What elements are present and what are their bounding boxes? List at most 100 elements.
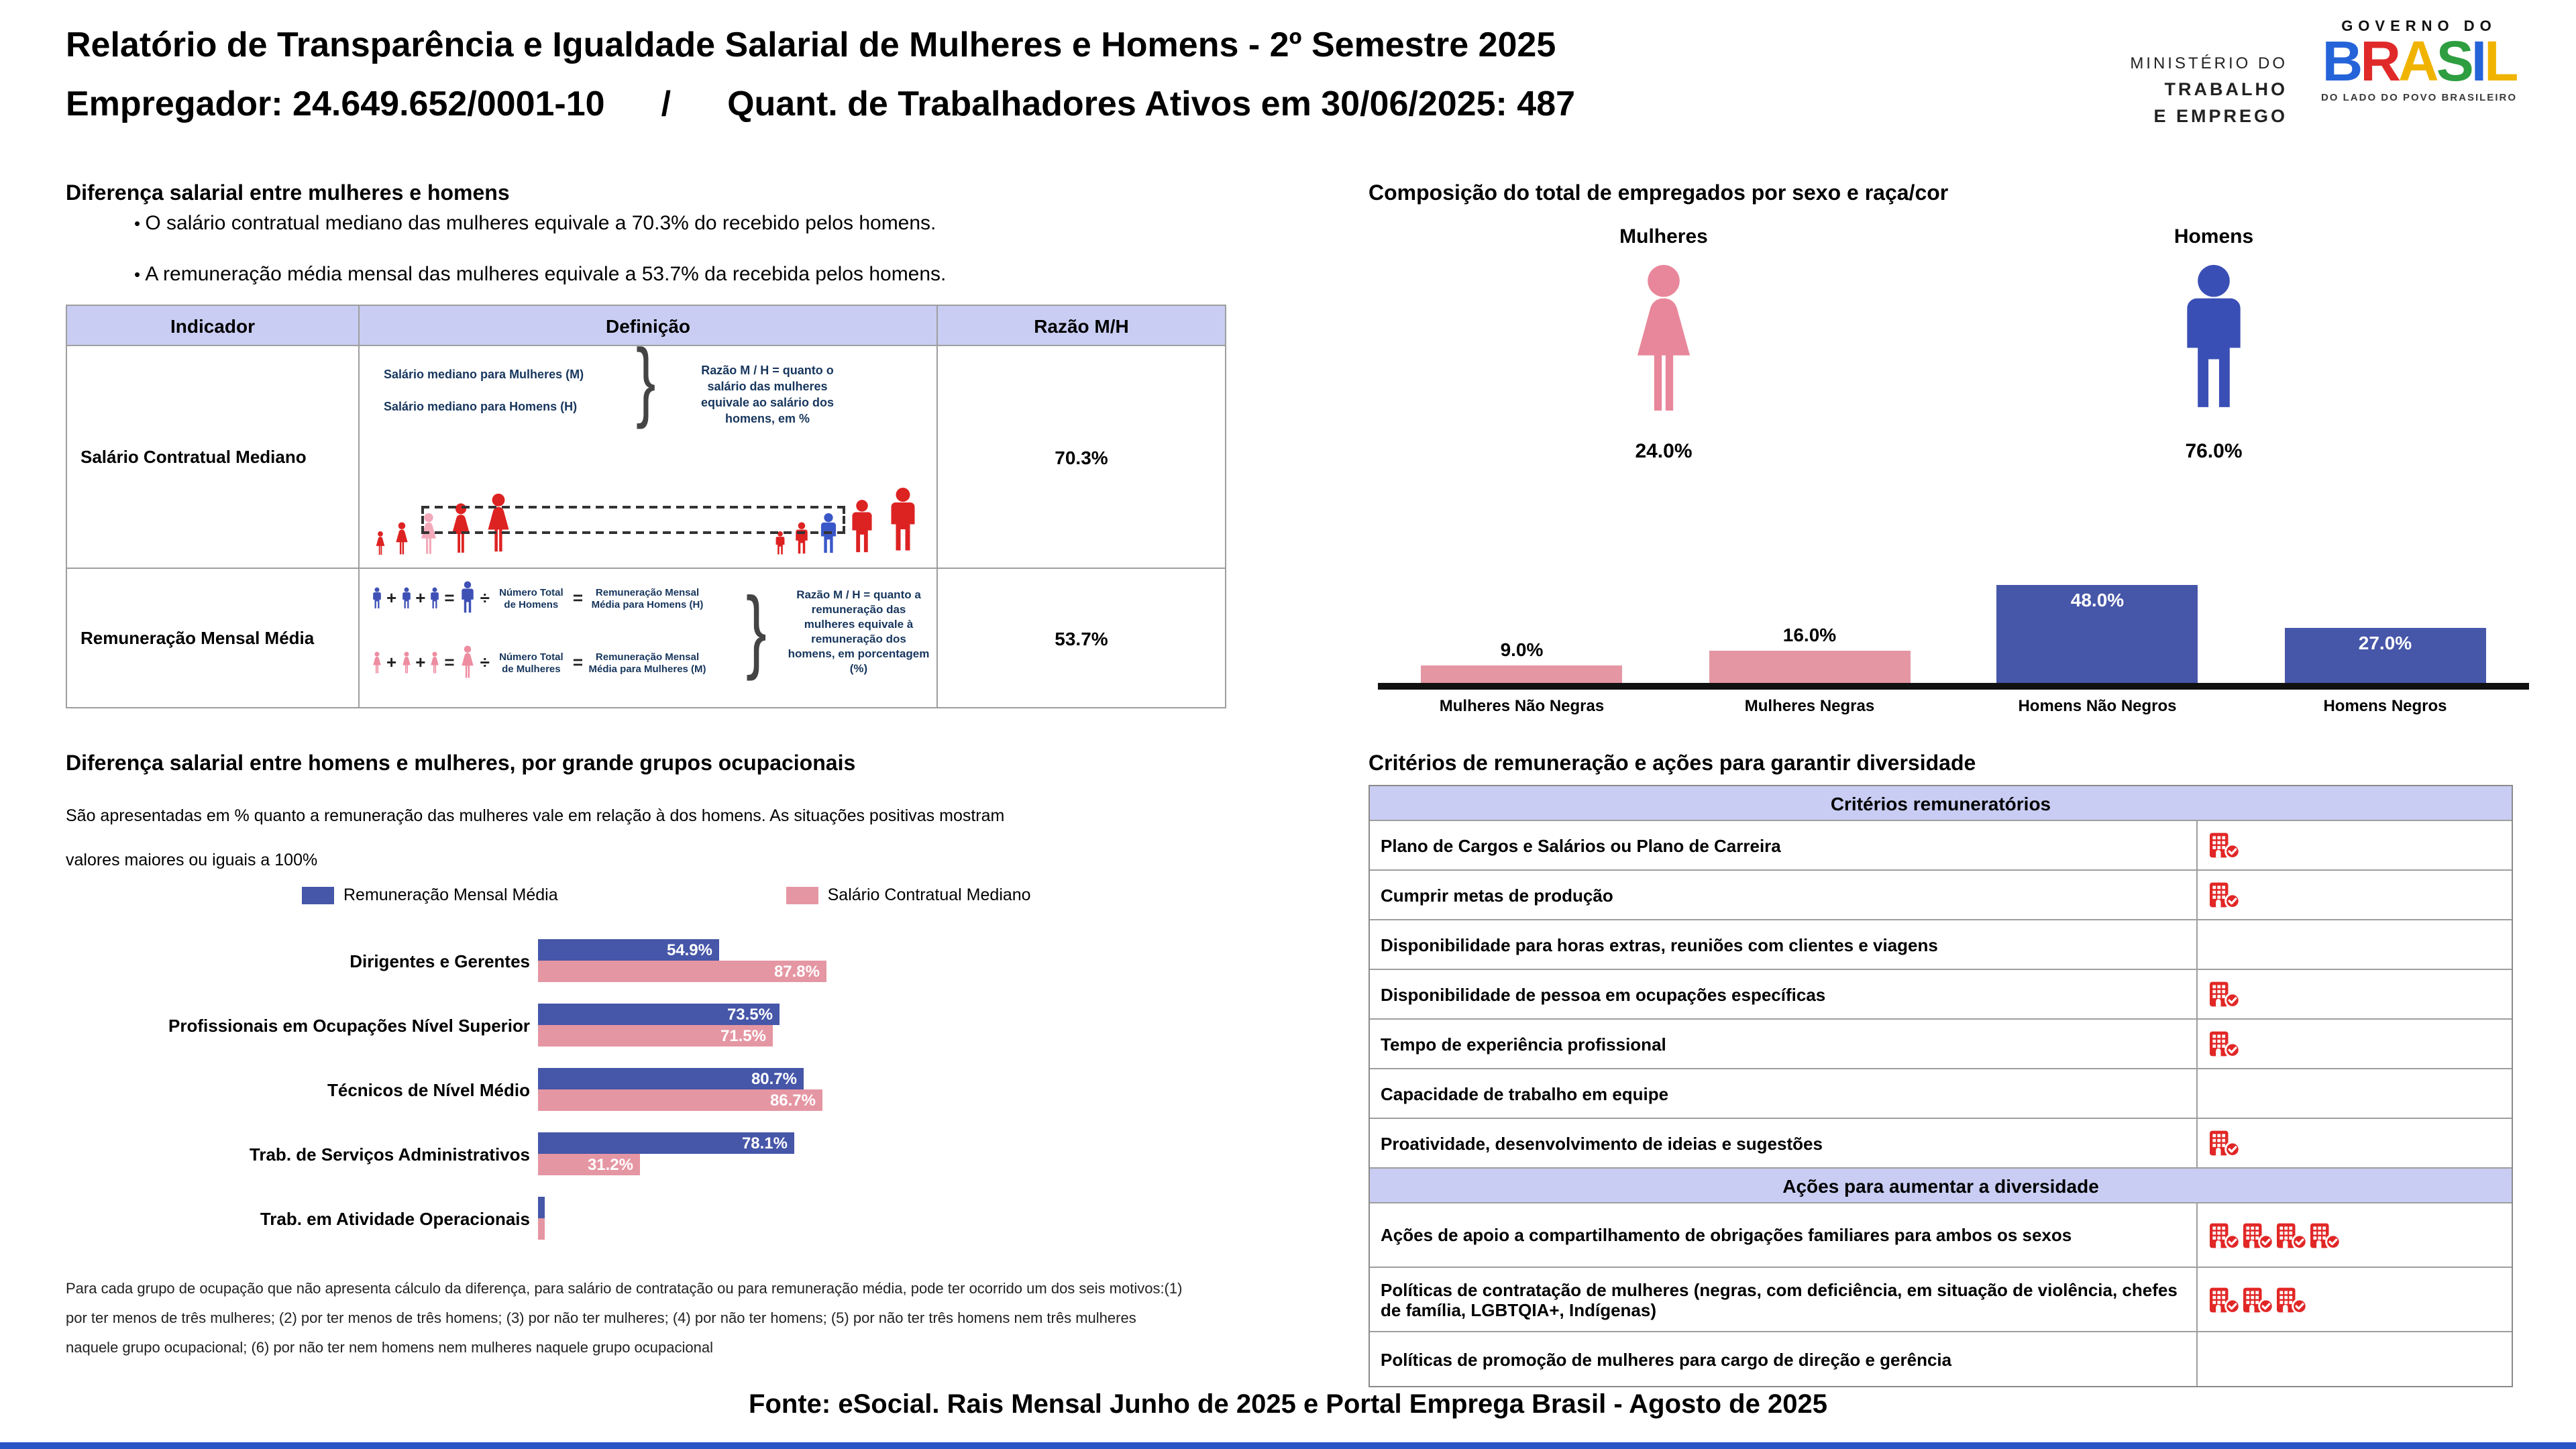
criteria-icons-cell	[2198, 920, 2512, 969]
category-label: Homens Não Negros	[2018, 696, 2177, 715]
man-icon	[370, 586, 384, 610]
source-line: Fonte: eSocial. Rais Mensal Junho de 202…	[749, 1390, 1827, 1419]
woman-icon	[370, 650, 384, 674]
women-pct: 24.0%	[1635, 440, 1693, 463]
formula-men: + + = ÷ Número Total de Homens = Remuner…	[370, 580, 709, 616]
building-check-icon	[2210, 1287, 2241, 1313]
indicator-median: Salário Contratual Mediano	[67, 346, 360, 569]
bar-remuneracao: 80.7%	[538, 1068, 804, 1089]
active-workers: Quant. de Trabalhadores Ativos em 30/06/…	[727, 83, 1576, 123]
formula-women: + + = ÷ Número Total de Mulheres = Remun…	[370, 644, 709, 680]
table-row: Proatividade, desenvolvimento de ideias …	[1370, 1119, 2512, 1169]
woman-icon	[1618, 256, 1709, 423]
building-check-icon	[2210, 981, 2241, 1008]
table-row: Cumprir metas de produção	[1370, 871, 2512, 920]
label-median-women: Salário mediano para Mulheres (M)	[384, 368, 584, 381]
chart-row: Técnicos de Nível Médio 80.7% 86.7%	[66, 1068, 1246, 1111]
bar-value-inside: 48.0%	[2070, 589, 2125, 610]
men-pct: 76.0%	[2185, 440, 2243, 463]
chart-legend: Remuneração Mensal Média Salário Contrat…	[302, 885, 1031, 904]
chart-baseline	[1378, 683, 2529, 690]
bar-column: 27.0%	[2241, 480, 2529, 684]
median-dashed-box	[421, 506, 845, 534]
criteria-icons-cell	[2198, 1268, 2512, 1331]
woman-icon	[458, 644, 478, 680]
brace: }	[746, 577, 767, 682]
occupational-heading: Diferença salarial entre homens e mulher…	[66, 753, 856, 775]
composition-heading: Composição do total de empregados por se…	[1368, 182, 1949, 205]
rem-media-mulheres: Remuneração Mensal Média para Mulheres (…	[588, 650, 706, 674]
legend-item-blue: Remuneração Mensal Média	[302, 885, 558, 904]
composition-bar-chart: 9.0% 16.0% 48.0% 27.0%	[1378, 480, 2529, 684]
mean-explanation: Razão M / H = quanto a remuneração das m…	[788, 588, 930, 675]
category-label: Mulheres Não Negras	[1439, 696, 1605, 715]
bar-remuneracao: 78.1%	[538, 1132, 794, 1154]
bar-value-inside: 27.0%	[2358, 632, 2412, 653]
indicator-mean: Remuneração Mensal Média	[67, 569, 360, 708]
occupational-bar-chart: Dirigentes e Gerentes 54.9% 87.8% Profiss…	[66, 939, 1246, 1261]
ratio-median: 70.3%	[938, 346, 1226, 569]
woman-icon	[428, 650, 441, 674]
rem-media-homens: Remuneração Mensal Média para Homens (H)	[591, 586, 704, 610]
building-check-icon	[2243, 1222, 2274, 1249]
composition-category-labels: Mulheres Não Negras Mulheres Negras Home…	[1378, 696, 2529, 715]
salary-gap-bullets: O salário contratual mediano das mulhere…	[134, 212, 946, 314]
bar-column: 48.0%	[1953, 480, 2241, 684]
criteria-icons-cell	[2198, 871, 2512, 919]
legend-swatch-blue	[302, 886, 334, 904]
num-total-mulheres: Número Total de Mulheres	[499, 650, 564, 674]
bar-value: 16.0%	[1782, 624, 1837, 645]
bullet-mean: A remuneração média mensal das mulheres …	[134, 263, 946, 286]
legend-swatch-pink	[786, 886, 818, 904]
criteria-icons-cell	[2198, 1069, 2512, 1118]
table-row: Plano de Cargos e Salários ou Plano de C…	[1370, 821, 2512, 871]
median-explanation: Razão M / H = quanto o salário das mulhe…	[700, 364, 835, 425]
governo-brasil-logo: GOVERNO DO BRASIL DO LADO DO POVO BRASIL…	[2305, 19, 2533, 103]
women-share-block: Mulheres 24.0%	[1590, 225, 1737, 463]
report-subtitle: Empregador: 24.649.652/0001-10 / Quant. …	[66, 83, 1575, 125]
building-check-icon	[2210, 882, 2241, 909]
bar: 48.0%	[1996, 585, 2198, 684]
bar-value: 9.0%	[1500, 639, 1544, 660]
building-check-icon	[2210, 1130, 2241, 1157]
bar-salario: 31.2%	[538, 1154, 640, 1175]
col-definicao: Definição	[360, 306, 938, 346]
woman-icon	[373, 530, 388, 557]
employer-id: Empregador: 24.649.652/0001-10	[66, 83, 605, 123]
criteria-heading: Critérios de remuneração e ações para ga…	[1368, 753, 1976, 775]
people-figures	[373, 471, 923, 557]
woman-icon	[399, 650, 413, 674]
diagram-mean-cell: + + = ÷ Número Total de Homens = Remuner…	[360, 569, 938, 708]
ratio-mean: 53.7%	[938, 569, 1226, 708]
legend-item-pink: Salário Contratual Mediano	[786, 885, 1031, 904]
criteria-icons-cell	[2198, 1020, 2512, 1068]
col-indicador: Indicador	[67, 306, 360, 346]
women-label: Mulheres	[1619, 225, 1708, 248]
building-check-icon	[2210, 1222, 2241, 1249]
brace: }	[636, 332, 656, 431]
col-razao: Razão M/H	[938, 306, 1226, 346]
building-check-icon	[2210, 833, 2241, 859]
separator: /	[661, 83, 672, 123]
num-total-homens: Número Total de Homens	[499, 586, 564, 610]
category-label: Homens Negros	[2323, 696, 2447, 715]
building-check-icon	[2277, 1222, 2308, 1249]
table-row: Políticas de promoção de mulheres para c…	[1370, 1332, 2512, 1386]
brasil-wordmark: BRASIL	[2322, 30, 2519, 93]
ministry-logo: MINISTÉRIO DO TRABALHO E EMPREGO	[2130, 54, 2288, 126]
category-label: Mulheres Negras	[1744, 696, 1875, 715]
bar-salario: 71.5%	[538, 1025, 773, 1046]
diagram-median-cell: Salário mediano para Mulheres (M) Salári…	[360, 332, 938, 569]
criteria-section-header: Ações para aumentar a diversidade	[1370, 1169, 2512, 1203]
men-share-block: Homens 76.0%	[2140, 225, 2288, 463]
chart-row: Dirigentes e Gerentes 54.9% 87.8%	[66, 939, 1246, 982]
table-row: Disponibilidade para horas extras, reuni…	[1370, 920, 2512, 970]
chart-row: Profissionais em Ocupações Nível Superio…	[66, 1004, 1246, 1046]
salary-gap-heading: Diferença salarial entre mulheres e home…	[66, 182, 510, 205]
bar-salario: 87.8%	[538, 961, 826, 982]
man-icon	[399, 586, 413, 610]
table-row: Capacidade de trabalho em equipe	[1370, 1069, 2512, 1119]
occupational-subtitle: São apresentadas em % quanto a remuneraç…	[66, 806, 1005, 869]
criteria-section-header: Critérios remuneratórios	[1370, 786, 2512, 821]
